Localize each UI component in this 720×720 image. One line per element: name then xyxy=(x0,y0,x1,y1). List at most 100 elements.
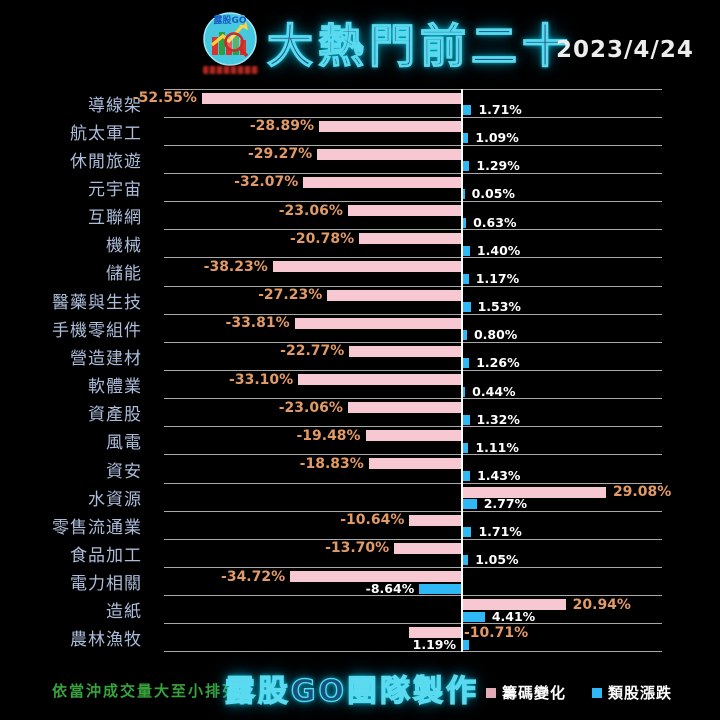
sector-value-label: 4.41% xyxy=(491,608,536,624)
chip-bar xyxy=(317,148,462,160)
legend-item-chip: 籌碼變化 xyxy=(486,682,566,703)
sector-bar xyxy=(463,386,466,397)
grid-line xyxy=(164,398,662,400)
chip-bar xyxy=(462,599,566,611)
sector-bar xyxy=(463,358,470,369)
chart-row: 資安 -18.83% 1.43% xyxy=(0,455,720,484)
grid-line xyxy=(164,144,662,146)
chart-row: 農林漁牧 -10.71% 1.19% xyxy=(0,624,720,653)
sector-bar xyxy=(419,583,462,594)
logo-bar-icon xyxy=(233,34,239,55)
chip-value-label: 20.94% xyxy=(572,596,631,613)
sector-value-label: 1.53% xyxy=(477,299,521,315)
chip-value-label: -23.06% xyxy=(278,399,343,416)
sector-bar xyxy=(463,639,469,650)
sector-value-label: 0.44% xyxy=(472,383,516,399)
sector-value-label: 1.26% xyxy=(476,355,520,371)
chart-row: 機械 -20.78% 1.40% xyxy=(0,230,720,259)
sector-value-label: 1.19% xyxy=(412,636,456,652)
chip-value-label: -22.77% xyxy=(280,343,345,360)
chip-bar xyxy=(201,92,462,104)
category-label: 水資源 xyxy=(88,489,142,510)
legend-label: 類股漲跌 xyxy=(608,684,673,702)
sector-value-label: 2.77% xyxy=(483,496,528,512)
sort-note: 依當沖成交量大至小排列 xyxy=(52,682,240,700)
chart-row: 食品加工 -13.70% 1.05% xyxy=(0,539,720,569)
sector-value-label: 1.71% xyxy=(478,524,522,540)
sector-value-label: 1.40% xyxy=(476,242,521,258)
magnifier-icon xyxy=(224,32,244,52)
logo-subtext-blur xyxy=(203,66,259,74)
sector-bar xyxy=(463,133,469,144)
grid-line xyxy=(164,313,662,315)
credit-text: 露股GO團隊製作 xyxy=(224,673,480,709)
chip-bar xyxy=(303,176,462,188)
category-label: 互聯網 xyxy=(88,208,142,229)
chart-row: 電力相關 -34.72% -8.64% xyxy=(0,568,720,597)
sector-value-label: 0.05% xyxy=(471,186,515,202)
chip-bar xyxy=(272,261,462,273)
sector-bar xyxy=(463,442,469,453)
legend-label: 籌碼變化 xyxy=(502,684,567,702)
grid-line xyxy=(164,538,662,540)
chip-value-label: -10.71% xyxy=(464,624,529,641)
grid-line xyxy=(164,201,662,203)
chip-bar xyxy=(294,317,462,329)
chip-value-label: -23.06% xyxy=(278,202,343,219)
sector-bar xyxy=(463,161,470,172)
sector-bar xyxy=(463,499,477,510)
sector-bar xyxy=(463,217,467,228)
chart-row: 導線架 -52.55% 1.71% xyxy=(0,89,720,118)
category-label: 機械 xyxy=(106,236,142,257)
logo-bar-icon xyxy=(212,37,218,55)
sector-bar xyxy=(463,555,469,566)
logo-arrowhead-icon xyxy=(239,21,248,30)
sector-value-label: 1.17% xyxy=(475,270,520,286)
chip-bar xyxy=(347,402,462,414)
grid-line xyxy=(164,89,662,90)
brand-logo: 露股GO xyxy=(203,12,257,66)
chart-row: 元宇宙 -32.07% 0.05% xyxy=(0,173,720,203)
logo-bar-icon xyxy=(219,32,225,55)
chart-row: 資產股 -23.06% 1.32% xyxy=(0,399,720,428)
chip-value-label: -10.64% xyxy=(340,512,405,529)
logo-bar-icon xyxy=(226,38,232,55)
category-label: 軟體業 xyxy=(88,377,142,398)
category-label: 資安 xyxy=(106,461,142,482)
chart-row: 軟體業 -33.10% 0.44% xyxy=(0,371,720,400)
sector-bar xyxy=(463,414,470,425)
grid-line xyxy=(164,567,662,569)
chip-bar xyxy=(409,514,462,526)
chart-row: 儲能 -38.23% 1.17% xyxy=(0,258,720,287)
chart-row: 水資源 29.08% 2.77% xyxy=(0,483,720,512)
grid-line xyxy=(164,229,662,231)
category-label: 醫藥與生技 xyxy=(52,292,142,313)
grid-line xyxy=(164,454,662,456)
logo-bar-icon xyxy=(240,40,246,55)
chart-row: 造紙 20.94% 4.41% xyxy=(0,596,720,625)
category-label: 手機零組件 xyxy=(52,320,142,341)
legend: 籌碼變化 類股漲跌 xyxy=(486,682,672,703)
category-label: 零售流通業 xyxy=(52,517,142,538)
category-label: 電力相關 xyxy=(70,574,142,595)
magnifier-handle-icon xyxy=(238,47,249,58)
grid-line xyxy=(164,172,662,174)
sector-value-label: 0.80% xyxy=(473,327,518,343)
sector-value-label: 0.63% xyxy=(473,214,517,230)
category-label: 航太軍工 xyxy=(70,123,142,144)
category-label: 儲能 xyxy=(106,264,142,285)
grid-line xyxy=(164,595,662,597)
logo-text-bg xyxy=(215,15,245,25)
category-label: 食品加工 xyxy=(70,545,142,566)
chart-row: 營造建材 -22.77% 1.26% xyxy=(0,342,720,371)
sector-bar xyxy=(463,189,465,200)
chip-value-label: -38.23% xyxy=(203,258,268,275)
category-label: 營造建材 xyxy=(70,348,142,369)
chip-value-label: -20.78% xyxy=(290,230,355,247)
chip-bar xyxy=(368,458,462,470)
legend-item-sector: 類股漲跌 xyxy=(592,682,672,703)
chip-bar xyxy=(319,120,462,132)
sector-bar xyxy=(463,330,467,341)
chip-value-label: -33.81% xyxy=(225,315,290,332)
chip-value-label: -52.55% xyxy=(132,90,197,106)
